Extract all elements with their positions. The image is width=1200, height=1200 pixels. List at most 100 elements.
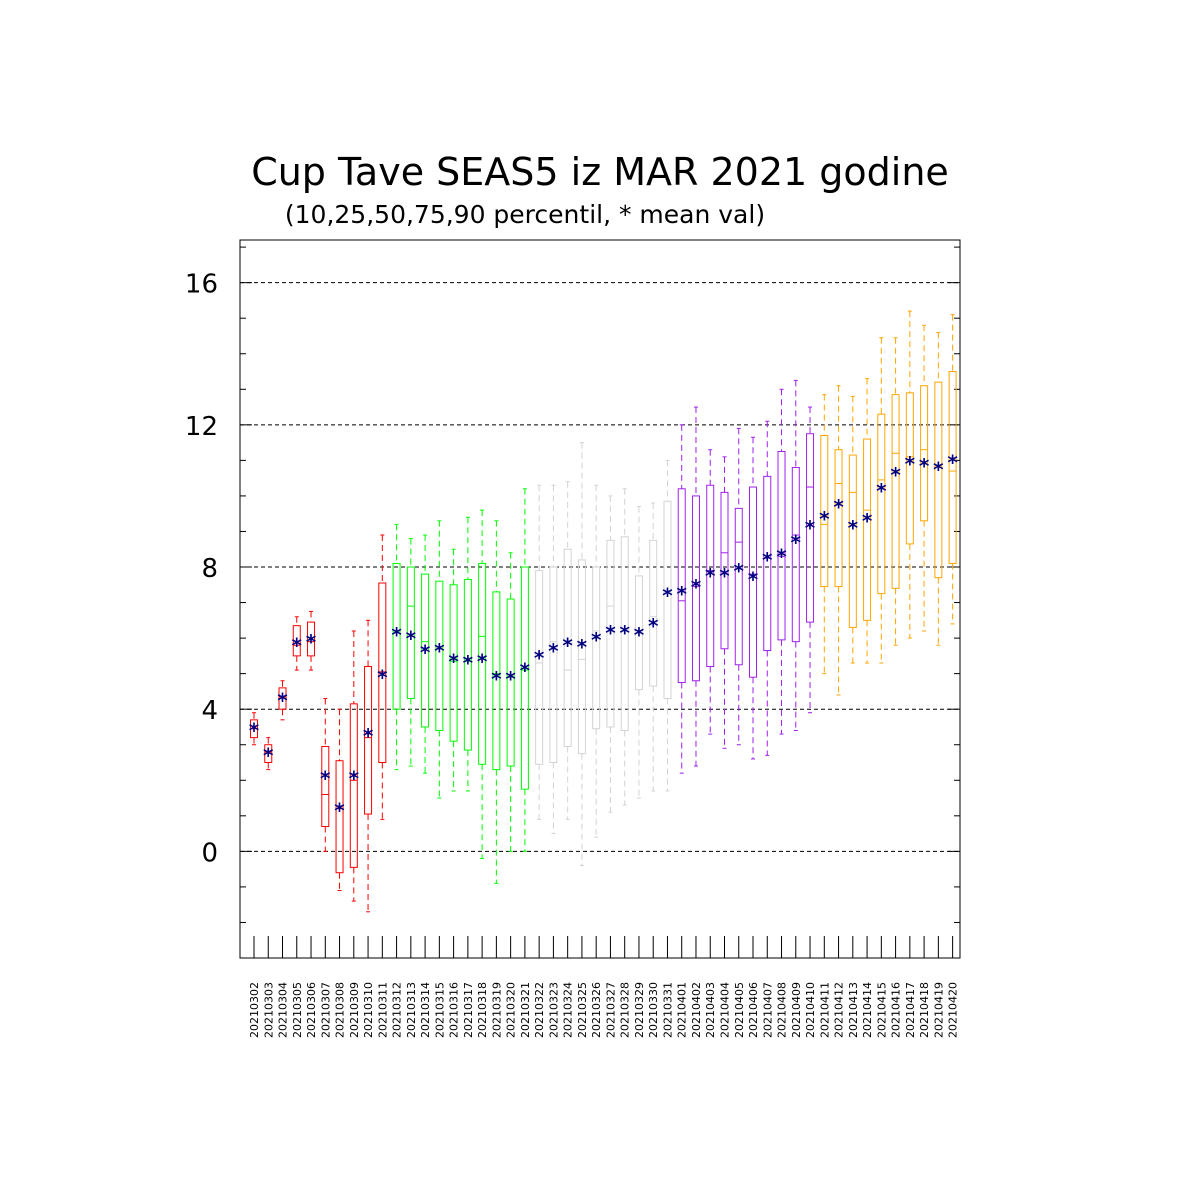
x-tick-label: 20210418: [918, 982, 931, 1038]
mean-marker: *: [805, 516, 816, 540]
box-iqr: [406, 566, 415, 700]
box-20210312: * 20210312: [391, 523, 404, 1038]
box-iqr: [478, 562, 487, 765]
x-tick-label: 20210420: [947, 982, 960, 1038]
box-20210331: * 20210331: [661, 459, 674, 1038]
mean-marker: *: [277, 689, 288, 713]
mean-marker: *: [320, 767, 331, 791]
box-20210417: * 20210417: [904, 310, 917, 1038]
box-20210305: * 20210305: [291, 616, 304, 1038]
mean-marker: *: [377, 665, 388, 689]
x-tick-label: 20210413: [847, 982, 860, 1038]
x-tick-label: 20210324: [562, 982, 575, 1038]
mean-marker: *: [292, 633, 303, 657]
box-iqr: [492, 591, 501, 771]
box-20210327: * 20210327: [604, 495, 617, 1038]
mean-marker: *: [776, 545, 787, 569]
mean-marker: *: [662, 584, 673, 608]
mean-marker: *: [477, 649, 488, 673]
box-20210316: * 20210316: [448, 548, 461, 1038]
x-tick-label: 20210308: [334, 982, 347, 1038]
mean-marker: *: [434, 639, 445, 663]
x-tick-label: 20210402: [690, 982, 703, 1038]
box-iqr: [863, 438, 872, 621]
box-20210308: * 20210308: [334, 708, 347, 1038]
box-20210409: * 20210409: [790, 379, 803, 1038]
box-iqr: [877, 413, 886, 595]
box-iqr: [948, 371, 957, 564]
box-iqr: [435, 580, 444, 732]
box-iqr: [606, 539, 615, 728]
box-20210313: * 20210313: [405, 538, 418, 1038]
mean-marker: *: [263, 744, 274, 768]
box-iqr: [364, 666, 373, 815]
box-iqr: [806, 433, 815, 623]
box-iqr: [349, 703, 358, 868]
x-tick-label: 20210313: [405, 982, 418, 1038]
box-20210401: * 20210401: [676, 424, 689, 1038]
box-20210328: * 20210328: [619, 488, 632, 1038]
x-tick-label: 20210404: [718, 982, 731, 1038]
box-iqr: [691, 495, 700, 682]
x-tick-label: 20210315: [433, 982, 446, 1038]
box-iqr: [720, 491, 729, 650]
box-iqr: [663, 500, 672, 700]
box-iqr: [749, 486, 758, 678]
mean-marker: *: [719, 564, 730, 588]
box-20210410: * 20210410: [804, 406, 817, 1038]
x-tick-label: 20210304: [277, 982, 290, 1038]
x-tick-label: 20210409: [790, 982, 803, 1038]
x-tick-label: 20210415: [875, 982, 888, 1038]
box-iqr: [563, 548, 572, 748]
y-tick-label: 16: [185, 270, 218, 300]
y-tick-label: 8: [201, 554, 218, 584]
box-iqr: [620, 536, 629, 732]
mean-marker: *: [349, 767, 360, 791]
x-tick-label: 20210327: [604, 982, 617, 1038]
box-iqr: [848, 454, 857, 628]
mean-marker: *: [947, 450, 958, 474]
box-iqr: [734, 507, 743, 666]
box-iqr: [934, 381, 943, 579]
mean-marker: *: [734, 559, 745, 583]
mean-marker: *: [848, 516, 859, 540]
box-20210407: * 20210407: [761, 420, 774, 1038]
box-iqr: [706, 484, 715, 668]
mean-marker: *: [420, 641, 431, 665]
box-20210418: * 20210418: [918, 324, 931, 1038]
box-20210412: * 20210412: [833, 385, 846, 1038]
mean-marker: *: [505, 667, 516, 691]
mean-marker: *: [249, 719, 260, 743]
box-iqr: [335, 760, 344, 874]
x-tick-label: 20210403: [704, 982, 717, 1038]
mean-marker: *: [605, 621, 616, 645]
x-tick-label: 20210330: [647, 982, 660, 1038]
x-tick-label: 20210311: [376, 982, 389, 1038]
x-tick-label: 20210410: [804, 982, 817, 1038]
mean-marker: *: [634, 623, 645, 647]
box-iqr: [535, 570, 544, 765]
mean-marker: *: [933, 457, 944, 481]
box-20210402: * 20210402: [690, 406, 703, 1038]
mean-marker: *: [762, 548, 773, 572]
x-tick-label: 20210306: [305, 982, 318, 1038]
box-20210314: * 20210314: [419, 534, 432, 1038]
x-tick-label: 20210309: [348, 982, 361, 1038]
x-tick-label: 20210314: [419, 982, 432, 1038]
box-20210330: * 20210330: [647, 502, 660, 1038]
x-tick-label: 20210328: [619, 982, 632, 1038]
box-iqr: [905, 392, 914, 545]
mean-marker: *: [919, 454, 930, 478]
mean-marker: *: [463, 651, 474, 675]
mean-marker: *: [591, 628, 602, 652]
mean-marker: *: [791, 530, 802, 554]
box-20210322: * 20210322: [533, 484, 546, 1038]
plot-frame: [239, 239, 961, 959]
box-iqr: [777, 450, 786, 641]
mean-marker: *: [705, 564, 716, 588]
mean-marker: *: [406, 626, 417, 650]
box-iqr: [577, 559, 586, 755]
x-tick-label: 20210419: [932, 982, 945, 1038]
